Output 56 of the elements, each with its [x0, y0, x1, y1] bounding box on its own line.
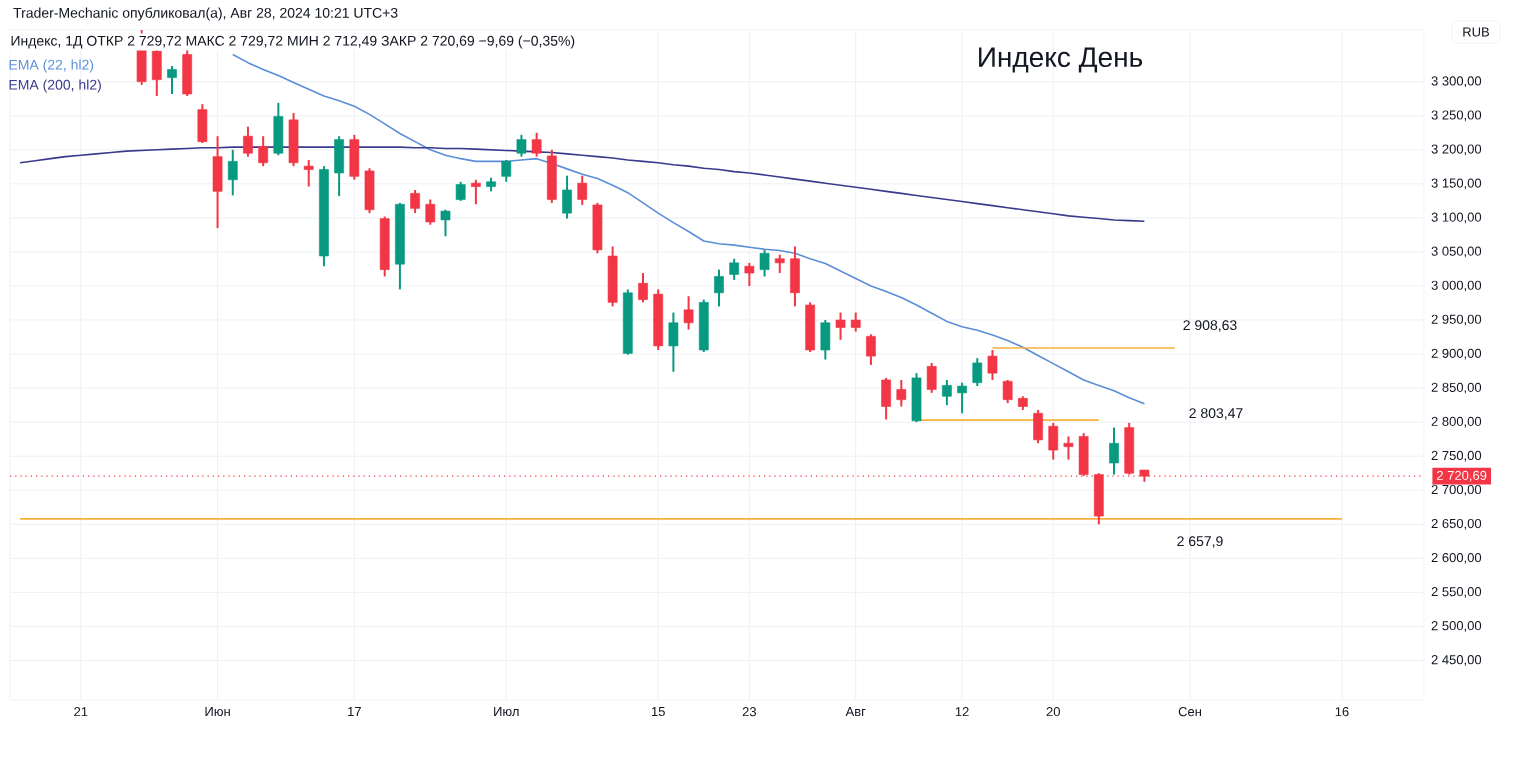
candlestick — [790, 245, 800, 308]
candlestick — [957, 381, 967, 415]
candlestick — [850, 311, 861, 333]
candlestick — [638, 272, 648, 304]
candlestick — [197, 103, 208, 144]
candlestick — [866, 333, 876, 366]
candlestick — [759, 248, 770, 278]
candlestick — [820, 319, 831, 361]
candlestick — [1002, 378, 1013, 405]
candlestick — [182, 48, 193, 98]
text: Индекс День — [979, 47, 1143, 73]
candlestick — [471, 178, 481, 206]
candlestick — [303, 159, 314, 188]
candlestick — [744, 261, 755, 287]
candlestick — [227, 148, 238, 197]
candlestick — [440, 208, 451, 238]
candlestick — [410, 188, 420, 215]
candlestick — [668, 311, 679, 373]
candlestick — [942, 378, 952, 407]
candlestick — [805, 301, 815, 354]
candlestick — [926, 361, 937, 394]
candlestick — [425, 198, 436, 226]
candlestick — [151, 48, 162, 98]
candlestick — [288, 112, 299, 168]
candlestick — [987, 348, 998, 381]
candlestick — [592, 201, 603, 255]
candlestick — [455, 180, 466, 202]
candlestick — [896, 378, 907, 408]
candlestick — [1109, 426, 1119, 476]
candlestick — [729, 257, 740, 281]
candlestick — [349, 133, 360, 181]
candlestick — [273, 101, 284, 157]
candlestick — [546, 148, 557, 204]
candlestick — [562, 174, 572, 220]
candlestick — [881, 376, 891, 421]
candlestick — [258, 135, 269, 168]
candlestick — [835, 311, 846, 341]
candlestick — [1048, 421, 1059, 461]
candlestick — [531, 131, 542, 158]
candlestick — [1063, 435, 1074, 461]
candlestick — [714, 268, 724, 308]
candlestick — [364, 167, 375, 215]
candlestick — [243, 125, 253, 158]
candlestick — [167, 65, 177, 95]
candlestick — [577, 174, 588, 206]
candlestick — [698, 298, 709, 354]
candlestick — [774, 253, 785, 275]
candlestick — [972, 357, 983, 388]
candlestick — [1033, 408, 1043, 445]
candlestick — [501, 159, 512, 183]
candlestick — [334, 135, 344, 198]
candlestick — [607, 245, 618, 308]
candlestick — [212, 135, 223, 230]
candlestick — [683, 295, 694, 331]
candlestick — [516, 133, 527, 158]
candlestick — [911, 372, 922, 424]
